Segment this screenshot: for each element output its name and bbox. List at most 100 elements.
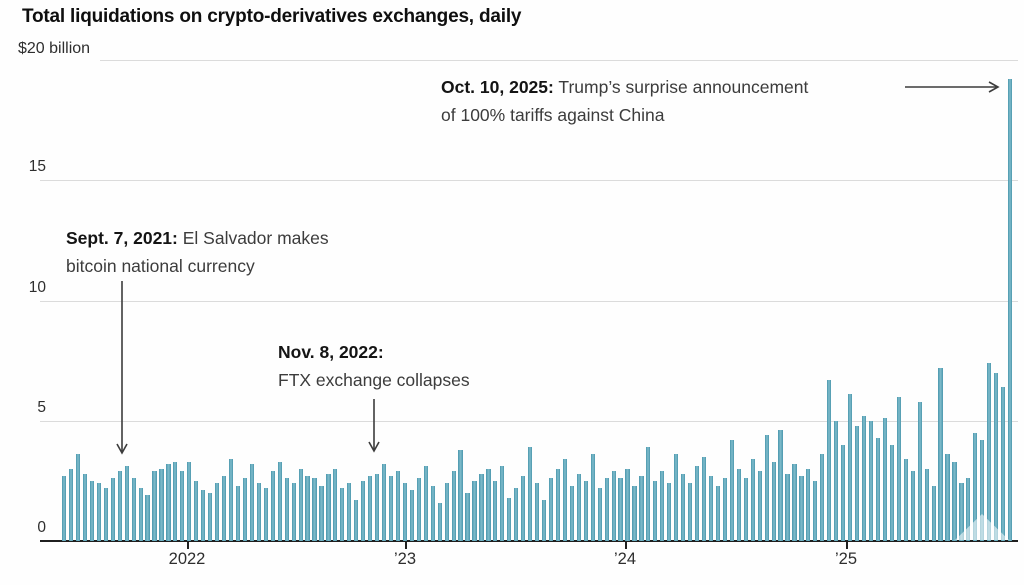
chart-bar (625, 468, 630, 541)
annotation-text-line2: of 100% tariffs against China (441, 105, 665, 125)
y-tick-label: 15 (28, 158, 46, 176)
chart-bar (896, 396, 901, 541)
chart-bar (528, 447, 533, 541)
chart-bar (827, 379, 832, 541)
chart-bar (437, 502, 442, 541)
chart-bar (785, 473, 790, 541)
annotation-el-salvador: Sept. 7, 2021: El Salvador makes bitcoin… (66, 224, 329, 280)
chart-bar (354, 500, 359, 541)
chart-bar (291, 483, 296, 541)
chart-bar (799, 476, 804, 541)
chart-title: Total liquidations on crypto-derivatives… (22, 6, 522, 27)
chart-bar (375, 473, 380, 541)
chart-bar (848, 394, 853, 541)
chart-bar (388, 476, 394, 541)
chart-bar (736, 468, 741, 541)
chart-bar (402, 483, 408, 541)
chart-bar (235, 485, 241, 541)
annotation-date: Nov. 8, 2022: (278, 342, 384, 362)
chart-bar (535, 483, 540, 541)
chart-bar (145, 495, 150, 541)
chart-bar (653, 480, 658, 541)
chart-bar (430, 485, 435, 541)
chart-bar (173, 461, 178, 541)
chart-bar (256, 483, 261, 541)
y-tick-label: 0 (37, 519, 46, 536)
annotation-text-line2: FTX exchange collapses (278, 370, 470, 390)
chart-bar (507, 497, 512, 541)
x-axis-line (40, 540, 1018, 542)
annotation-tariffs: Oct. 10, 2025: Trump’s surprise announce… (441, 73, 808, 129)
chart-bar (875, 437, 881, 541)
chart-bar (917, 401, 922, 541)
chart-bar (117, 471, 122, 541)
gridline (40, 180, 1018, 182)
chart-bar (583, 480, 588, 541)
chart-bar (347, 483, 352, 541)
chart-bar (931, 485, 936, 541)
chart-bar (395, 471, 401, 541)
chart-bar (381, 464, 387, 541)
chart-bar (903, 459, 908, 541)
annotation-text: El Salvador makes (177, 228, 329, 248)
chart-bar (694, 466, 700, 541)
x-tick-label: ’24 (613, 550, 637, 568)
chart-bar (966, 478, 971, 541)
chart-bar (701, 456, 707, 541)
chart-bar (715, 485, 721, 541)
chart-bar (514, 488, 519, 541)
gridline (40, 300, 1018, 302)
x-tick (625, 541, 627, 549)
chart-bar (298, 468, 303, 541)
chart-bar (708, 476, 714, 541)
x-tick-label: ’25 (834, 550, 858, 568)
chart-bar (270, 471, 275, 541)
chart-bar (722, 478, 727, 541)
chart-bar (249, 464, 254, 541)
chart-bar (597, 488, 602, 541)
chart-bar (333, 468, 338, 541)
x-tick-label: 2022 (168, 550, 206, 568)
chart-bar (96, 483, 101, 541)
chart-bar (368, 476, 373, 541)
chart-bar (834, 420, 839, 541)
chart-bar (221, 476, 227, 541)
chart-bar (166, 464, 171, 541)
chart-bar (569, 485, 574, 541)
chart-bar (284, 478, 289, 541)
chart-bar (743, 478, 748, 541)
annotation-text: Trump’s surprise announcement (553, 77, 809, 97)
y-axis-unit-label: $20 billion (18, 40, 91, 57)
chart-bar (604, 478, 609, 541)
chart-bar (632, 485, 637, 541)
chart-bar (541, 500, 547, 541)
chart-bar (813, 480, 818, 541)
chart-bar (208, 492, 213, 541)
chart-bar (792, 464, 797, 541)
chart-bar (312, 478, 317, 541)
chart-bar (187, 461, 192, 541)
x-tick (846, 541, 848, 549)
chart-bar (75, 454, 81, 541)
chart-bar (924, 468, 929, 541)
chart-bar (228, 459, 234, 541)
annotation-ftx: Nov. 8, 2022: FTX exchange collapses (278, 338, 470, 394)
chart-bar (340, 488, 345, 541)
chart-bar (806, 468, 811, 541)
chart-bar (277, 461, 282, 541)
chart-bar (646, 447, 651, 541)
annotation-text-line2: bitcoin national currency (66, 256, 255, 276)
chart-bar (674, 454, 679, 541)
chart-bar (131, 478, 136, 541)
chart-bar (771, 461, 776, 541)
chart-bar (868, 420, 874, 541)
chart-bar (263, 488, 268, 541)
chart-bar (486, 468, 491, 541)
chart-bar (103, 488, 108, 541)
chart-bar (180, 471, 185, 541)
chart-bar (110, 478, 115, 541)
chart-bar (667, 483, 672, 541)
gridline (100, 60, 1018, 61)
chart-bar (215, 483, 220, 541)
chart-bar (994, 372, 999, 541)
